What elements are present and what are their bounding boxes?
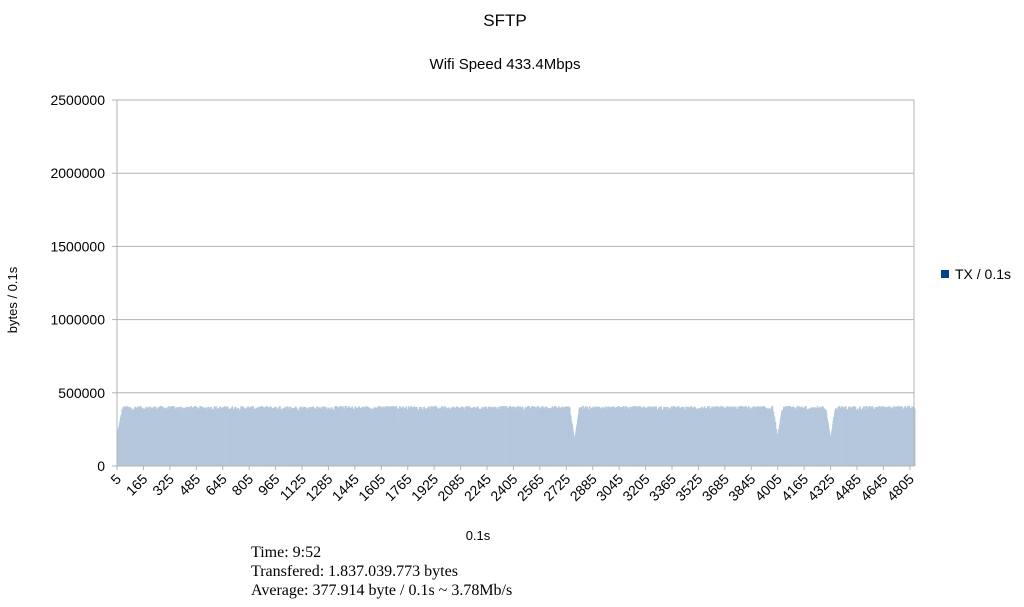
x-tick-label: 485 <box>176 471 204 499</box>
stat-average: Average: 377.914 byte / 0.1s ~ 3.78Mb/s <box>251 582 513 599</box>
stat-time: Time: 9:52 <box>251 544 322 561</box>
y-tick-label: 2500000 <box>50 92 105 108</box>
x-tick-label: 1765 <box>381 471 414 504</box>
x-tick-label: 2565 <box>514 471 547 504</box>
y-tick-label: 1000000 <box>50 312 105 328</box>
x-tick-label: 1285 <box>302 471 335 504</box>
bar <box>913 408 916 466</box>
x-tick-label: 2245 <box>461 471 494 504</box>
x-tick-label: 3845 <box>725 471 758 504</box>
chart-subtitle: Wifi Speed 433.4Mbps <box>430 56 581 73</box>
x-tick-label: 4645 <box>857 471 890 504</box>
x-tick-label: 3525 <box>672 471 705 504</box>
x-tick-label: 805 <box>228 471 256 499</box>
legend-swatch <box>941 270 949 278</box>
chart-title: SFTP <box>483 11 526 30</box>
x-tick-label: 1125 <box>277 471 310 504</box>
x-axis-label: 0.1s <box>466 528 491 540</box>
bar-series <box>117 405 916 466</box>
x-tick-label: 645 <box>202 471 230 499</box>
x-tick-label: 4325 <box>804 471 837 504</box>
x-tick-label: 1925 <box>408 471 441 504</box>
x-tick-label: 4165 <box>778 471 811 504</box>
chart: SFTP Wifi Speed 433.4Mbps 0 500000 1000000… <box>5 11 1011 540</box>
x-tick-label: 4005 <box>752 471 785 504</box>
x-tick-label: 5 <box>107 471 124 488</box>
y-tick-label: 2000000 <box>50 165 105 181</box>
x-tick-label: 2405 <box>487 471 520 504</box>
legend: TX / 0.1s <box>941 266 1011 282</box>
y-tick-label: 0 <box>97 458 105 474</box>
x-tick-label: 4485 <box>831 471 864 504</box>
plot-frame <box>116 99 915 467</box>
y-tick-label: 500000 <box>58 385 105 401</box>
y-tick-label: 1500000 <box>50 238 105 254</box>
x-tick-label: 4805 <box>884 471 917 504</box>
x-tick-label: 3365 <box>646 471 679 504</box>
x-tick-label: 325 <box>149 471 177 499</box>
x-tick-label: 1605 <box>355 471 388 504</box>
x-tick-label: 3045 <box>593 471 626 504</box>
x-tick-label: 3205 <box>619 471 652 504</box>
legend-label: TX / 0.1s <box>955 266 1011 282</box>
x-axis-ticks: 5165325485645805965112512851445160517651… <box>107 466 917 504</box>
x-tick-label: 2885 <box>566 471 599 504</box>
x-tick-label: 1445 <box>329 471 362 504</box>
y-axis-ticks: 0 500000 1000000 1500000 2000000 2500000 <box>50 92 117 474</box>
x-tick-label: 2725 <box>540 471 573 504</box>
transfer-stats: Time: 9:52 Transfered: 1.837.039.773 byt… <box>251 543 512 600</box>
y-axis-label: bytes / 0.1s <box>5 266 20 333</box>
x-tick-label: 2085 <box>434 471 467 504</box>
x-tick-label: 3685 <box>699 471 732 504</box>
x-tick-label: 165 <box>123 471 151 499</box>
stat-transferred: Transfered: 1.837.039.773 bytes <box>251 563 458 580</box>
